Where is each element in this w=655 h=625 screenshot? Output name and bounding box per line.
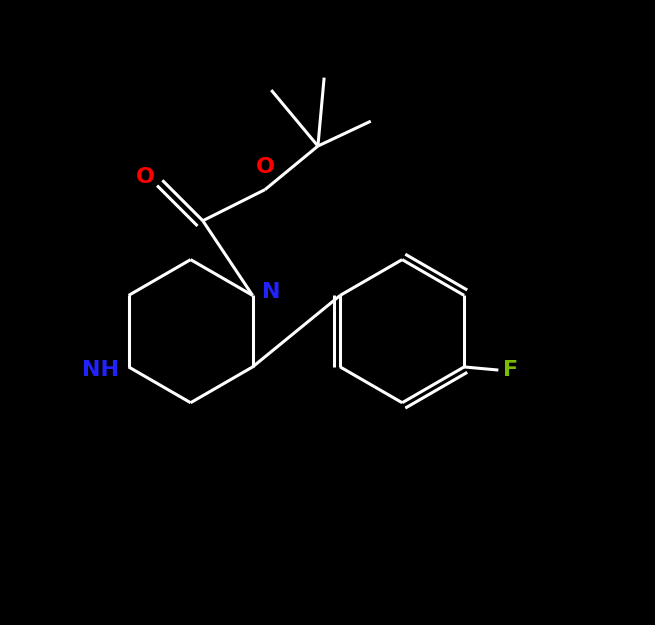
Text: F: F: [503, 360, 519, 380]
Text: O: O: [136, 167, 155, 187]
Text: N: N: [262, 282, 280, 302]
Text: NH: NH: [83, 360, 119, 380]
Text: O: O: [255, 157, 274, 177]
